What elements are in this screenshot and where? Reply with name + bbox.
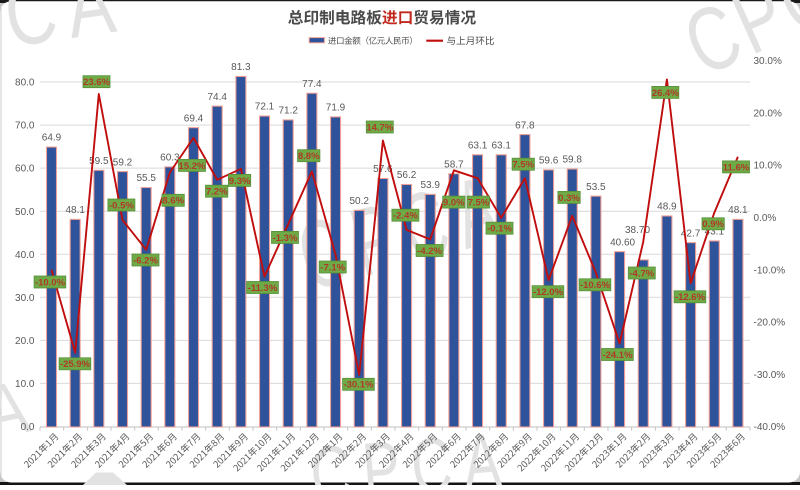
svg-text:40.60: 40.60 <box>610 237 635 248</box>
svg-text:40.0: 40.0 <box>15 250 35 261</box>
svg-text:-30.0%: -30.0% <box>754 370 786 381</box>
svg-text:-4.2%: -4.2% <box>417 246 442 257</box>
svg-text:9.0%: 9.0% <box>443 198 465 209</box>
svg-text:20.0: 20.0 <box>15 336 35 347</box>
svg-text:-30.1%: -30.1% <box>343 380 374 391</box>
svg-text:63.1: 63.1 <box>491 141 511 152</box>
svg-text:15.2%: 15.2% <box>179 161 206 172</box>
svg-text:59.6: 59.6 <box>539 156 559 167</box>
svg-text:74.4: 74.4 <box>207 92 227 103</box>
svg-text:7.5%: 7.5% <box>512 160 534 171</box>
svg-text:23.6%: 23.6% <box>83 77 110 88</box>
svg-text:-10.6%: -10.6% <box>580 280 611 291</box>
svg-text:59.8: 59.8 <box>562 155 582 166</box>
svg-text:72.1: 72.1 <box>255 102 275 113</box>
svg-text:56.2: 56.2 <box>397 170 417 181</box>
svg-text:30.0: 30.0 <box>15 293 35 304</box>
svg-text:8.6%: 8.6% <box>162 196 184 207</box>
svg-text:11.6%: 11.6% <box>723 162 750 173</box>
svg-text:-40.0%: -40.0% <box>754 422 786 433</box>
svg-text:9.3%: 9.3% <box>229 176 251 187</box>
svg-text:8.8%: 8.8% <box>298 151 320 162</box>
svg-text:-0.1%: -0.1% <box>487 224 512 235</box>
svg-text:10.0: 10.0 <box>15 379 35 390</box>
svg-text:CPCA: CPCA <box>307 416 515 485</box>
svg-text:81.3: 81.3 <box>231 62 251 73</box>
svg-text:0.0: 0.0 <box>21 422 35 433</box>
svg-text:0.3%: 0.3% <box>558 193 580 204</box>
svg-text:7.2%: 7.2% <box>206 187 228 198</box>
svg-text:69.4: 69.4 <box>184 113 204 124</box>
svg-text:-10.0%: -10.0% <box>35 277 66 288</box>
svg-text:-25.9%: -25.9% <box>60 359 91 370</box>
svg-text:48.9: 48.9 <box>657 202 677 213</box>
svg-text:10.0%: 10.0% <box>754 161 782 172</box>
svg-text:-4.7%: -4.7% <box>629 268 654 279</box>
svg-text:53.5: 53.5 <box>586 182 606 193</box>
svg-text:-11.3%: -11.3% <box>248 283 278 294</box>
svg-text:-10.0%: -10.0% <box>754 265 786 276</box>
svg-text:59.5: 59.5 <box>89 156 109 167</box>
svg-text:42.7: 42.7 <box>681 228 701 239</box>
svg-text:63.1: 63.1 <box>468 141 488 152</box>
svg-text:-12.0%: -12.0% <box>533 287 564 298</box>
svg-text:-20.0%: -20.0% <box>754 318 786 329</box>
svg-text:48.1: 48.1 <box>728 205 748 216</box>
svg-text:77.4: 77.4 <box>302 79 322 90</box>
svg-text:-0.5%: -0.5% <box>109 200 134 211</box>
svg-text:0.9%: 0.9% <box>702 219 724 230</box>
svg-text:50.0: 50.0 <box>15 207 35 218</box>
svg-text:55.5: 55.5 <box>136 173 156 184</box>
svg-text:80.0: 80.0 <box>15 78 35 89</box>
svg-text:57.6: 57.6 <box>373 164 393 175</box>
svg-text:70.0: 70.0 <box>15 121 35 132</box>
svg-text:71.9: 71.9 <box>326 103 346 114</box>
svg-text:0.0%: 0.0% <box>754 213 777 224</box>
svg-text:67.8: 67.8 <box>515 120 535 131</box>
svg-text:26.4%: 26.4% <box>652 88 679 99</box>
svg-text:20.0%: 20.0% <box>754 108 782 119</box>
svg-text:64.9: 64.9 <box>42 133 62 144</box>
svg-text:30.0%: 30.0% <box>754 56 782 67</box>
svg-text:7.5%: 7.5% <box>468 198 490 209</box>
svg-text:50.2: 50.2 <box>349 196 369 207</box>
svg-text:48.1: 48.1 <box>65 205 85 216</box>
svg-text:60.3: 60.3 <box>160 153 180 164</box>
svg-text:71.2: 71.2 <box>278 106 298 117</box>
svg-text:-2.4%: -2.4% <box>393 211 418 222</box>
svg-text:-12.6%: -12.6% <box>675 292 706 303</box>
svg-text:-6.2%: -6.2% <box>133 255 158 266</box>
svg-text:-1.3%: -1.3% <box>273 233 298 244</box>
svg-text:58.7: 58.7 <box>444 159 464 170</box>
svg-text:14.7%: 14.7% <box>366 122 393 133</box>
svg-text:38.70: 38.70 <box>625 225 650 236</box>
svg-text:60.0: 60.0 <box>15 164 35 175</box>
svg-text:43.1: 43.1 <box>705 227 725 238</box>
svg-text:59.2: 59.2 <box>113 157 133 168</box>
svg-text:53.9: 53.9 <box>420 180 440 191</box>
svg-text:-7.1%: -7.1% <box>320 262 345 273</box>
svg-text:-24.1%: -24.1% <box>602 350 633 361</box>
